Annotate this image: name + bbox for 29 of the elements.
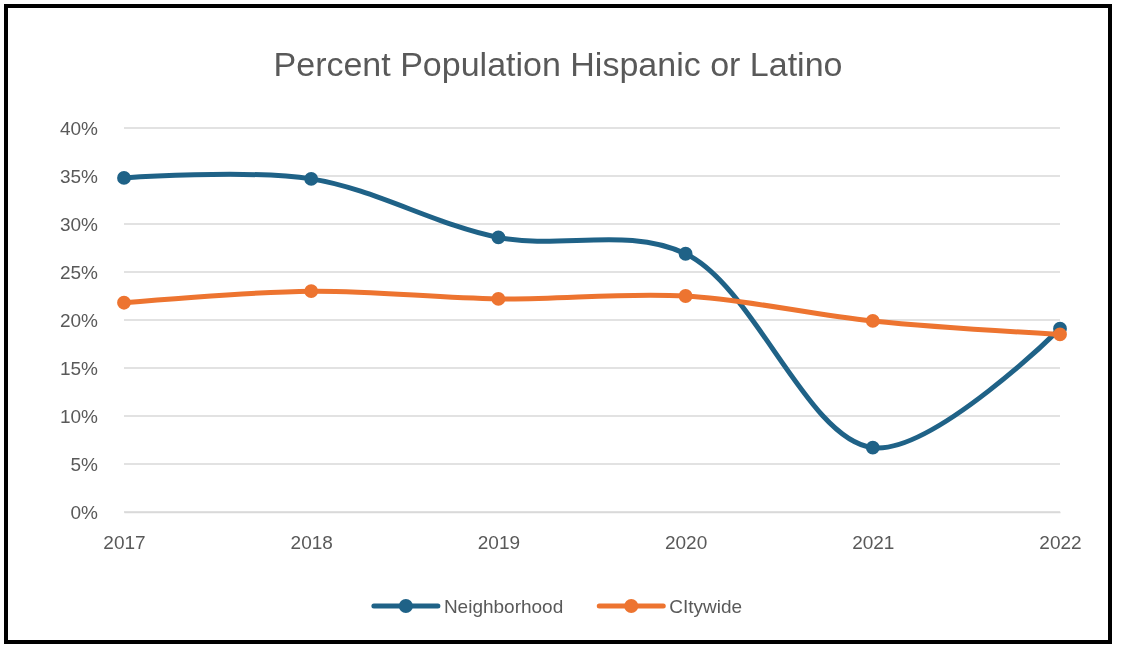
point	[117, 295, 131, 310]
x-tick-label: 2017	[103, 532, 146, 554]
chart-title: Percent Population Hispanic or Latino	[273, 45, 843, 83]
y-tick-label: 35%	[59, 165, 99, 187]
point	[117, 171, 131, 185]
y-tick-label: 25%	[59, 261, 99, 283]
point	[1053, 327, 1067, 342]
x-tick-label: 2018	[290, 532, 333, 554]
x-tick-label: 2021	[852, 532, 895, 554]
point	[865, 314, 880, 328]
legend-label: CItywide	[669, 596, 743, 617]
y-tick-label: 30%	[59, 213, 99, 235]
point	[865, 440, 880, 455]
y-tick-label: 15%	[59, 357, 99, 379]
point	[678, 289, 693, 303]
point	[491, 230, 506, 245]
point	[304, 284, 319, 299]
x-tick-label: 2022	[1039, 532, 1082, 554]
legend-label: Neighborhood	[443, 596, 564, 617]
point	[678, 246, 693, 261]
y-tick-label: 20%	[59, 309, 99, 331]
x-tick-label: 2019	[477, 532, 521, 554]
point	[304, 171, 319, 186]
y-tick-label: 40%	[59, 117, 99, 139]
point	[491, 291, 506, 306]
x-tick-label: 2020	[664, 532, 708, 554]
y-tick-label: 5%	[70, 453, 99, 475]
y-tick-label: 0%	[70, 501, 99, 523]
y-tick-label: 10%	[59, 405, 99, 427]
